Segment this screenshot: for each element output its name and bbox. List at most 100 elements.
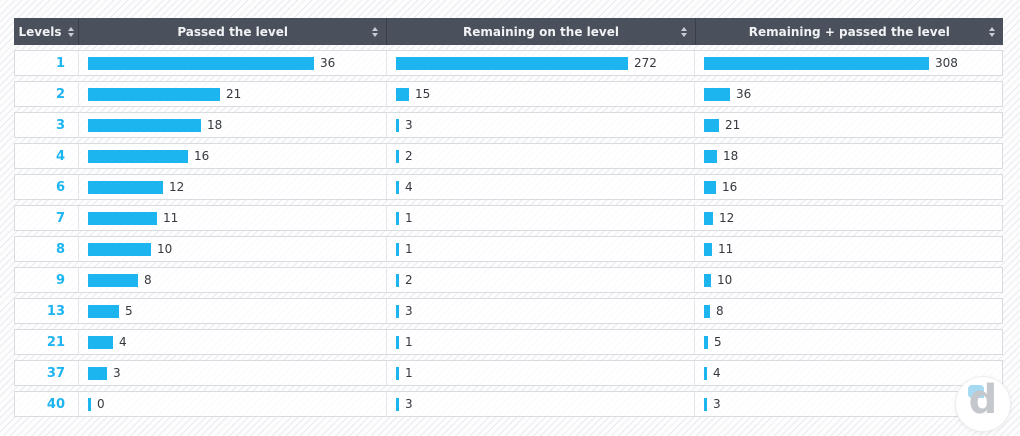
bar-cell: 36: [695, 82, 1002, 106]
bar-cell: 11: [695, 237, 1002, 261]
bar-cell: 4: [695, 361, 1002, 385]
bar-value-label: 3: [405, 304, 413, 318]
bar-value-label: 10: [157, 242, 173, 256]
sort-icon[interactable]: [680, 27, 687, 37]
bar-value-label: 18: [723, 149, 739, 163]
value-bar: [396, 56, 628, 70]
value-bar: [704, 304, 710, 318]
bar-cell: 3: [387, 113, 695, 137]
value-bar: [88, 304, 119, 318]
level-number: 13: [15, 299, 79, 323]
column-header-label: Passed the level: [177, 24, 288, 39]
bar-cell: 16: [695, 175, 1002, 199]
value-bar: [396, 87, 409, 101]
value-bar: [88, 366, 107, 380]
value-bar: [704, 273, 711, 287]
bar-cell: 5: [695, 330, 1002, 354]
bar-cell: 4: [79, 330, 387, 354]
value-bar: [88, 211, 157, 225]
table-row: 4 16 2 18: [14, 143, 1003, 169]
bar-value-label: 12: [719, 211, 735, 225]
table-body: 1 36 272 308 2 21 15 36 3 18 3 21 4 16 2 18 6 12 4 16 7 11 1 12…: [14, 50, 1003, 417]
value-bar: [88, 242, 151, 256]
bar-cell: 36: [79, 51, 387, 75]
bar-cell: 1: [387, 361, 695, 385]
bar-value-label: 8: [144, 273, 152, 287]
level-number: 21: [15, 330, 79, 354]
value-bar: [396, 118, 399, 132]
table-row: 3 18 3 21: [14, 112, 1003, 138]
value-bar: [88, 273, 138, 287]
table-row: 6 12 4 16: [14, 174, 1003, 200]
value-bar: [704, 87, 730, 101]
sort-icon[interactable]: [372, 27, 379, 37]
bar-value-label: 12: [169, 180, 185, 194]
bar-cell: 21: [79, 82, 387, 106]
bar-cell: 1: [387, 206, 695, 230]
bar-value-label: 36: [320, 56, 336, 70]
bar-value-label: 3: [713, 397, 721, 411]
table-row: 37 3 1 4: [14, 360, 1003, 386]
value-bar: [88, 149, 188, 163]
value-bar: [396, 242, 399, 256]
level-number: 37: [15, 361, 79, 385]
value-bar: [396, 273, 399, 287]
bar-cell: 0: [79, 392, 387, 416]
bar-cell: 5: [79, 299, 387, 323]
bar-value-label: 16: [194, 149, 210, 163]
bar-value-label: 272: [634, 56, 657, 70]
sort-icon[interactable]: [67, 26, 74, 37]
devtodev-logo: d: [955, 376, 1011, 432]
bar-value-label: 2: [405, 149, 413, 163]
bar-value-label: 1: [405, 242, 413, 256]
bar-value-label: 1: [405, 366, 413, 380]
table-header: Levels Passed the level Remaining on the l…: [14, 18, 1003, 45]
column-header-1[interactable]: Passed the level: [79, 18, 388, 45]
bar-cell: 308: [695, 51, 1002, 75]
levels-funnel-table: Levels Passed the level Remaining on the l…: [14, 18, 1003, 417]
bar-cell: 10: [695, 268, 1002, 292]
bar-value-label: 3: [405, 397, 413, 411]
value-bar: [396, 397, 399, 411]
bar-value-label: 8: [716, 304, 724, 318]
bar-cell: 4: [387, 175, 695, 199]
bar-cell: 2: [387, 268, 695, 292]
level-number: 7: [15, 206, 79, 230]
level-number: 40: [15, 392, 79, 416]
bar-value-label: 11: [163, 211, 179, 225]
level-number: 4: [15, 144, 79, 168]
table-row: 21 4 1 5: [14, 329, 1003, 355]
bar-value-label: 308: [935, 56, 958, 70]
bar-value-label: 5: [714, 335, 722, 349]
bar-cell: 16: [79, 144, 387, 168]
table-row: 7 11 1 12: [14, 205, 1003, 231]
bar-value-label: 2: [405, 273, 413, 287]
column-header-3[interactable]: Remaining + passed the level: [696, 18, 1003, 45]
bar-value-label: 16: [722, 180, 738, 194]
column-header-2[interactable]: Remaining on the level: [387, 18, 696, 45]
value-bar: [396, 149, 399, 163]
bar-value-label: 18: [207, 118, 223, 132]
bar-cell: 10: [79, 237, 387, 261]
table-row: 9 8 2 10: [14, 267, 1003, 293]
bar-value-label: 15: [415, 87, 431, 101]
bar-value-label: 21: [226, 87, 242, 101]
column-header-0[interactable]: Levels: [14, 18, 79, 45]
value-bar: [704, 397, 707, 411]
value-bar: [88, 397, 91, 411]
table-row: 13 5 3 8: [14, 298, 1003, 324]
value-bar: [704, 56, 929, 70]
column-header-label: Remaining + passed the level: [748, 24, 950, 39]
value-bar: [396, 211, 399, 225]
value-bar: [704, 180, 716, 194]
bar-cell: 272: [387, 51, 695, 75]
level-number: 1: [15, 51, 79, 75]
sort-icon[interactable]: [988, 27, 995, 37]
bar-cell: 18: [79, 113, 387, 137]
bar-value-label: 4: [119, 335, 127, 349]
value-bar: [704, 149, 717, 163]
bar-cell: 18: [695, 144, 1002, 168]
table-row: 1 36 272 308: [14, 50, 1003, 76]
bar-cell: 21: [695, 113, 1002, 137]
bar-value-label: 1: [405, 211, 413, 225]
